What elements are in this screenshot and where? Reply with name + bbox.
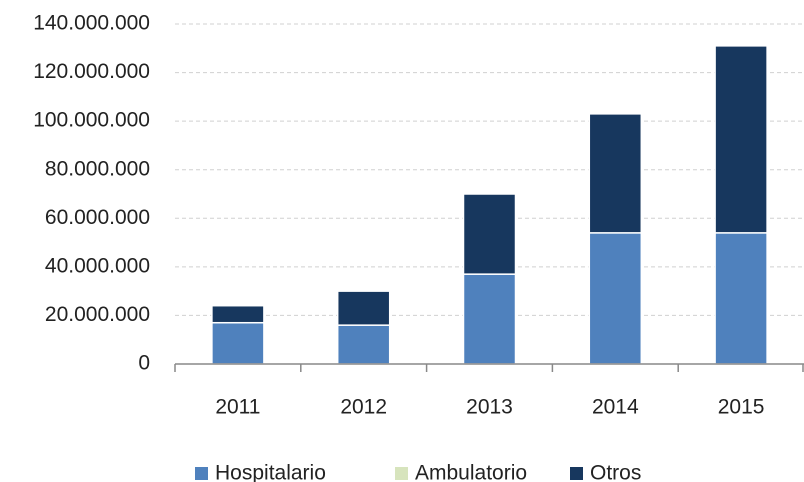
- bar-segment: [588, 113, 643, 234]
- x-tick-label: 2013: [466, 396, 513, 419]
- bar-segment: [588, 232, 643, 365]
- bar-segment: [714, 45, 768, 234]
- legend-label: Ambulatorio: [415, 462, 527, 482]
- y-tick-label: 0: [138, 352, 150, 375]
- y-tick-label: 80.000.000: [45, 157, 150, 180]
- x-tick-label: 2011: [215, 396, 260, 419]
- legend-swatch: [195, 467, 208, 480]
- bar-segment: [714, 232, 768, 365]
- legend-label: Otros: [590, 462, 641, 482]
- bar-segment: [336, 290, 391, 326]
- x-tick-label: 2014: [592, 396, 639, 419]
- legend-swatch: [570, 467, 583, 480]
- bar-segment: [211, 321, 265, 365]
- legend-label: Hospitalario: [215, 462, 326, 482]
- x-tick-label: 2015: [718, 396, 765, 419]
- bar-segment: [336, 324, 391, 365]
- y-tick-label: 20.000.000: [45, 303, 150, 326]
- legend-swatch: [395, 467, 408, 480]
- y-tick-label: 100.000.000: [33, 109, 150, 132]
- bar-segment: [462, 193, 517, 275]
- y-tick-label: 140.000.000: [33, 12, 150, 35]
- y-tick-label: 40.000.000: [45, 254, 150, 277]
- y-tick-label: 60.000.000: [45, 206, 150, 229]
- bar-segment: [462, 273, 517, 365]
- bar-segment: [211, 304, 265, 324]
- y-tick-label: 120.000.000: [33, 60, 150, 83]
- x-tick-label: 2012: [340, 396, 387, 419]
